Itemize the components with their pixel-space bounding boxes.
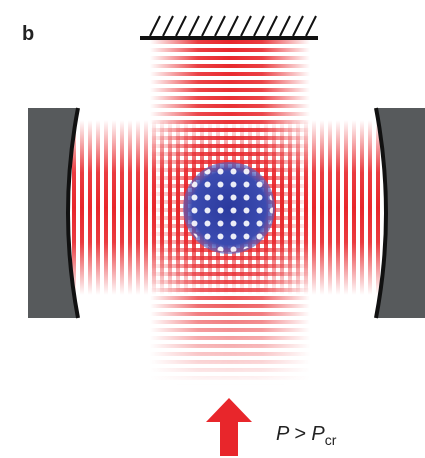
condensate — [183, 162, 275, 254]
pump-label-subscript: cr — [325, 432, 337, 448]
panel-label: b — [22, 23, 34, 45]
pump-label-main: P > P — [276, 423, 325, 445]
top-mirror — [140, 16, 318, 38]
pump-label: P > Pcr — [276, 423, 337, 448]
pump-arrow — [206, 398, 252, 456]
diagram: b P > Pcr — [0, 0, 425, 458]
